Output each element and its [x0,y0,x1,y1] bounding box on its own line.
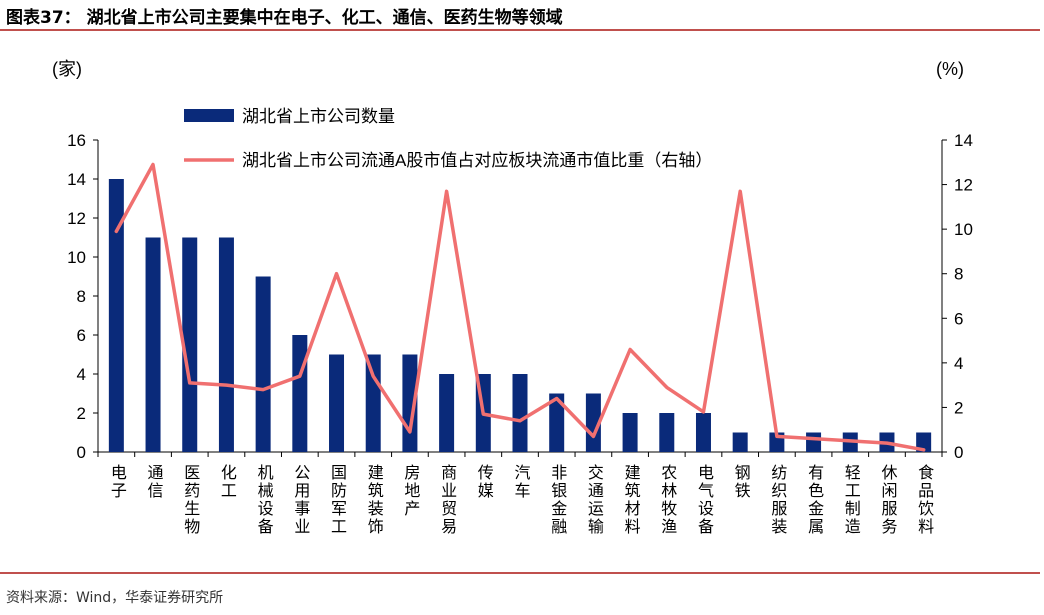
x-tick-label: 建筑装饰 [365,464,384,536]
x-tick-label: 电子 [108,464,127,500]
bar-17 [732,432,748,452]
bar-19 [806,432,822,452]
legend-swatch-bar [184,109,234,122]
bar-1 [145,237,161,452]
bar-14 [622,413,638,452]
y-left-tick-label: 12 [67,209,86,228]
bar-2 [182,237,198,452]
legend-label-bar: 湖北省上市公司数量 [242,107,395,126]
x-tick-label: 传媒 [475,464,494,500]
x-tick-label: 机械设备 [255,464,274,536]
x-tick-label: 建筑材料 [622,464,641,536]
x-tick-label: 交通运输 [585,464,604,536]
x-tick-label: 公用事业 [291,464,310,536]
figure-title: 图表37： 湖北省上市公司主要集中在电子、化工、通信、医药生物等领域 [6,8,563,28]
y-right-tick-label: 6 [954,309,963,328]
x-tick-label: 医药生物 [181,464,200,536]
bar-4 [255,276,271,452]
x-tick-label: 有色金属 [805,464,824,536]
bar-11 [512,374,528,452]
y-right-tick-label: 12 [954,176,973,195]
legend-label-line: 湖北省上市公司流通A股市值占对应板块流通市值比重（右轴） [242,151,712,170]
bar-3 [218,237,234,452]
y-left-tick-label: 16 [67,131,86,150]
y-left-tick-label: 2 [77,404,86,423]
y-left-tick-label: 14 [67,170,86,189]
tick-labels: 0 2 4 6 8 10 12 14 16 0 2 4 6 8 10 12 14 (家) (%) 电子 通信 医药生物 化工… [52,59,973,536]
x-tick-label: 房地产 [401,464,420,518]
y-right-tick-label: 2 [954,398,963,417]
bar-series [108,179,932,452]
x-tick-label: 纺织服装 [768,464,787,536]
y-left-tick-label: 8 [77,287,86,306]
y-left-tick-label: 6 [77,326,86,345]
y-left-unit: (家) [52,59,82,79]
title-divider [0,29,1040,31]
y-right-tick-label: 8 [954,265,963,284]
figure-header: 图表37： 湖北省上市公司主要集中在电子、化工、通信、医药生物等领域 [0,0,1044,31]
bar-15 [659,413,675,452]
x-tick-label: 轻工制造 [842,464,861,536]
x-tick-label: 商业贸易 [438,464,457,536]
bar-16 [695,413,711,452]
x-tick-label: 非银金融 [548,464,567,536]
y-right-tick-label: 10 [954,220,973,239]
x-tick-label: 钢铁 [732,464,751,500]
line-series [114,162,926,452]
bar-0 [108,179,124,452]
bar-13 [585,393,601,452]
x-tick-label: 农林牧渔 [658,464,677,536]
bar-12 [549,393,565,452]
source-note: 资料来源：Wind，华泰证券研究所 [6,590,224,606]
x-tick-label: 化工 [218,464,237,500]
x-tick-label: 电气设备 [695,464,714,536]
y-left-tick-label: 0 [77,443,86,462]
y-right-tick-label: 0 [954,443,963,462]
bar-5 [292,335,308,452]
x-tick-label: 通信 [145,464,164,500]
y-right-tick-label: 14 [954,131,973,150]
y-left-tick-label: 4 [77,365,86,384]
x-tick-label: 汽车 [512,464,531,500]
bar-6 [329,354,345,452]
y-left-tick-label: 10 [67,248,86,267]
bar-7 [365,354,381,452]
x-tick-label: 休闲服务 [878,464,897,536]
footer-divider [0,572,1040,574]
bar-9 [439,374,455,452]
bar-22 [916,432,932,452]
y-right-unit: (%) [936,59,964,79]
x-tick-label: 国防军工 [328,464,347,536]
x-tick-label: 食品饮料 [915,464,934,536]
y-right-tick-label: 4 [954,354,963,373]
